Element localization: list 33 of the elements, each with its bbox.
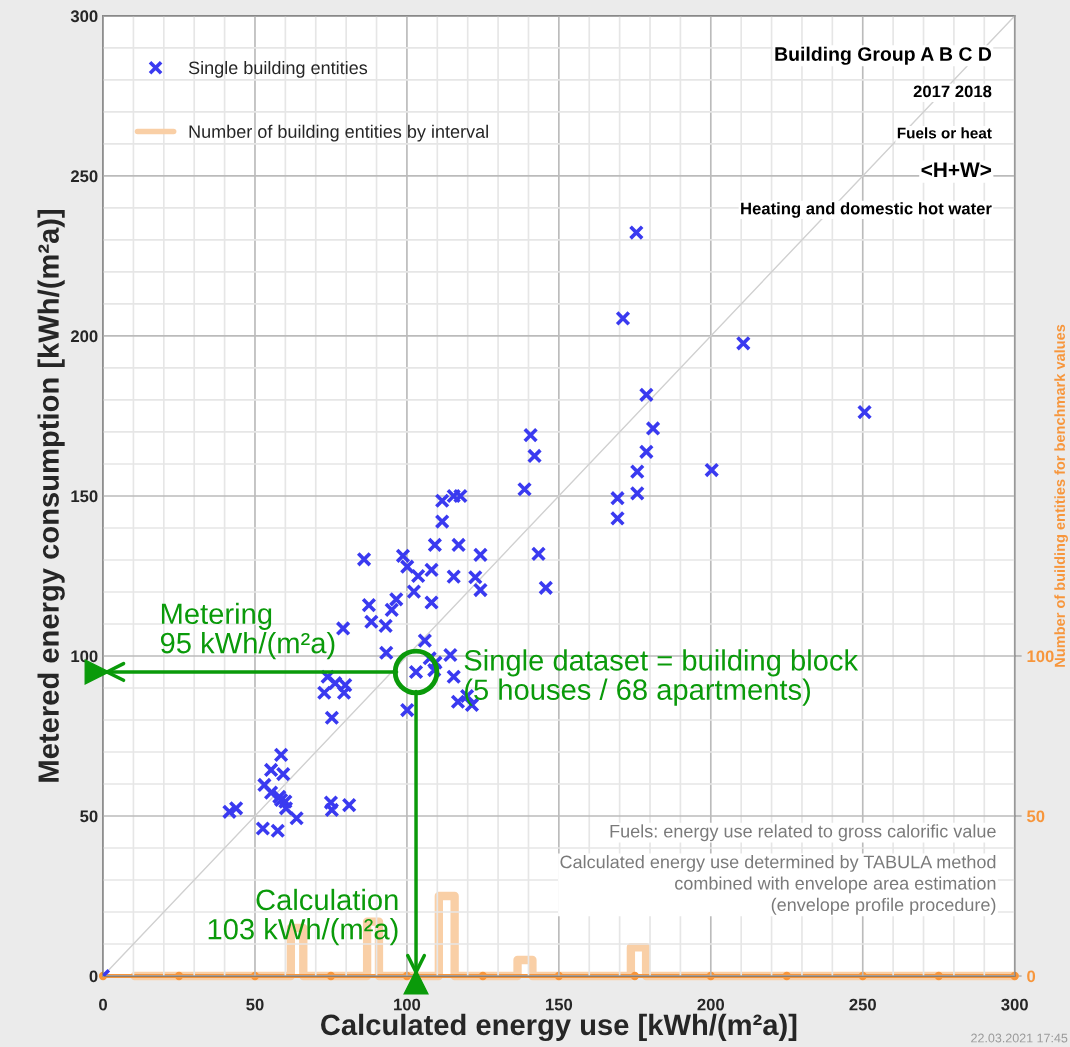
annotation: Single dataset = building block (5 houses / 68 apartments) <box>464 649 859 706</box>
legend-label: Single building entities <box>188 60 368 78</box>
y-tick-label: 50 <box>80 810 98 823</box>
annotation: Calculation 103 kWh/(m²a) <box>208 888 398 946</box>
y2-axis-title: Number of building entities for benchmark values <box>1054 324 1068 667</box>
annotation: Fuels or heat <box>897 127 992 139</box>
y-tick-label: 150 <box>71 490 98 503</box>
y-tick-label: 100 <box>71 650 98 663</box>
annotation: Calculated energy use determined by TABULA method combined with envelope area estimation (envelope profile procedure) <box>560 855 996 915</box>
text: 22.03.2021 17:45 <box>971 1033 1068 1043</box>
annotation: Building Group A B C D <box>775 46 992 65</box>
x-tick-label: 0 <box>99 998 107 1011</box>
x-axis-title: Calculated energy use [kWh/(m²a)] <box>321 1013 797 1042</box>
y-tick-label: 250 <box>70 170 98 183</box>
annotation: 2017 2018 <box>913 85 992 98</box>
y-tick-label: 200 <box>70 330 98 343</box>
annotation: Fuels: energy use related to gross calorific value <box>610 824 996 842</box>
y2-tick-label: 100 <box>1027 650 1054 663</box>
x-tick-label: 50 <box>246 998 264 1011</box>
annotation: <H+W> <box>921 162 992 177</box>
y2-tick-label: 0 <box>1027 970 1036 983</box>
x-tick-label: 200 <box>697 998 725 1011</box>
x-tick-label: 250 <box>849 998 876 1011</box>
x-tick-label: 150 <box>546 998 573 1011</box>
x-tick-label: 100 <box>394 998 421 1011</box>
annotation: Metering 95 kWh/(m²a) <box>160 602 335 660</box>
y-tick-label: 0 <box>89 970 98 983</box>
legend-label: Number of building entities by interval <box>189 124 488 142</box>
x-tick-label: 300 <box>1001 998 1028 1011</box>
y-axis-title: Metered energy consumption [kWh/(m²a)] <box>37 209 65 782</box>
y2-tick-label: 50 <box>1027 810 1045 823</box>
y-tick-label: 300 <box>70 10 98 23</box>
annotation: Heating and domestic hot water <box>741 202 992 218</box>
